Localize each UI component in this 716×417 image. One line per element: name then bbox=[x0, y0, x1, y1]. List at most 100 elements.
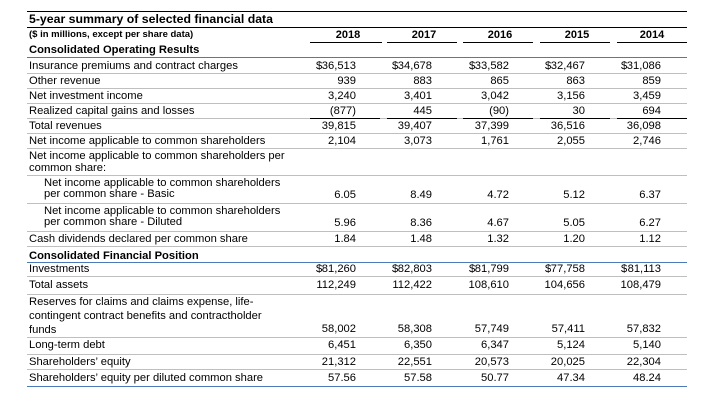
section-heading-position: Consolidated Financial Position bbox=[29, 250, 199, 262]
table-cell: 36,513 bbox=[321, 60, 356, 72]
row-label: common share: bbox=[29, 162, 107, 174]
table-cell: 47.34 bbox=[557, 372, 585, 384]
table-cell: 6,350 bbox=[404, 339, 432, 351]
table-cell: 108,479 bbox=[620, 279, 661, 291]
currency-symbol: $ bbox=[316, 60, 323, 72]
table-cell: 5.05 bbox=[563, 217, 585, 229]
table-cell: 2,055 bbox=[557, 135, 585, 147]
table-cell: 36,098 bbox=[626, 120, 661, 132]
row-label: Long-term debt bbox=[29, 339, 105, 351]
table-cell: 81,799 bbox=[474, 263, 509, 275]
table-cell: 5.96 bbox=[334, 217, 356, 229]
row-label: Insurance premiums and contract charges bbox=[29, 60, 238, 72]
table-cell: 1,761 bbox=[481, 135, 509, 147]
table-cell: 5.12 bbox=[563, 189, 585, 201]
table-cell: 57,411 bbox=[551, 323, 585, 335]
table-cell: 3,042 bbox=[481, 90, 509, 102]
row-label: Net income applicable to common sharehol… bbox=[29, 150, 285, 162]
year-header: 2015 bbox=[564, 29, 590, 41]
table-cell: 8.36 bbox=[410, 217, 432, 229]
table-cell: 20,573 bbox=[474, 356, 509, 368]
table-cell: 57.56 bbox=[328, 372, 356, 384]
row-label: Reserves for claims and claims expense, … bbox=[29, 296, 254, 308]
row-label: funds bbox=[29, 324, 57, 336]
table-cell: 5,140 bbox=[633, 339, 661, 351]
table-cell: 3,073 bbox=[404, 135, 432, 147]
currency-symbol: $ bbox=[316, 263, 323, 275]
currency-symbol: $ bbox=[621, 263, 628, 275]
table-cell: 6.27 bbox=[639, 217, 661, 229]
table-cell: 112,422 bbox=[392, 279, 432, 291]
table-cell: 22,551 bbox=[397, 356, 432, 368]
table-cell: 39,407 bbox=[397, 120, 432, 132]
table-cell: 37,399 bbox=[474, 120, 509, 132]
year-header: 2018 bbox=[335, 29, 361, 41]
table-cell: 32,467 bbox=[550, 60, 585, 72]
year-header: 2017 bbox=[411, 29, 437, 41]
table-cell: 3,459 bbox=[633, 90, 661, 102]
table-cell: 82,803 bbox=[397, 263, 432, 275]
table-cell: 3,240 bbox=[328, 90, 356, 102]
table-cell: 34,678 bbox=[397, 60, 432, 72]
table-cell: 2,746 bbox=[633, 135, 661, 147]
table-cell: 6,347 bbox=[481, 339, 509, 351]
table-cell: 865 bbox=[490, 75, 509, 87]
row-label: Cash dividends declared per common share bbox=[29, 233, 248, 245]
table-cell: 33,582 bbox=[474, 60, 509, 72]
table-cell: (90) bbox=[489, 105, 509, 117]
row-label: Total revenues bbox=[29, 120, 102, 132]
table-cell: 8.49 bbox=[410, 189, 432, 201]
table-cell: 6.37 bbox=[639, 189, 661, 201]
table-cell: 50.77 bbox=[481, 372, 509, 384]
table-cell: 81,113 bbox=[627, 263, 661, 275]
row-label: Realized capital gains and losses bbox=[29, 105, 195, 117]
table-cell: 22,304 bbox=[626, 356, 661, 368]
table-cell: 81,260 bbox=[321, 263, 356, 275]
table-cell: 57.58 bbox=[404, 372, 432, 384]
row-label: contingent contract benefits and contrac… bbox=[29, 310, 262, 322]
row-label: Net income applicable to common sharehol… bbox=[44, 205, 281, 217]
table-cell: 58,002 bbox=[321, 323, 356, 335]
table-cell: 104,656 bbox=[544, 279, 585, 291]
table-cell: 48.24 bbox=[633, 372, 661, 384]
table-cell: 939 bbox=[337, 75, 356, 87]
row-label: Net income applicable to common sharehol… bbox=[29, 135, 266, 147]
table-cell: 1.20 bbox=[563, 233, 585, 245]
table-cell: 4.67 bbox=[487, 217, 509, 229]
row-label: Other revenue bbox=[29, 75, 101, 87]
table-cell: 57,749 bbox=[474, 323, 509, 335]
table-cell: 108,610 bbox=[468, 279, 509, 291]
row-label: per common share - Basic bbox=[44, 188, 175, 200]
table-cell: 4.72 bbox=[487, 189, 509, 201]
table-cell: (877) bbox=[329, 105, 356, 117]
row-label: Investments bbox=[29, 263, 90, 275]
row-label: Net investment income bbox=[29, 90, 143, 102]
row-label: Total assets bbox=[29, 279, 89, 291]
table-cell: 21,312 bbox=[321, 356, 356, 368]
row-label: Net income applicable to common sharehol… bbox=[44, 177, 281, 189]
currency-symbol: $ bbox=[392, 263, 399, 275]
table-title: 5-year summary of selected financial dat… bbox=[27, 11, 687, 28]
table-cell: 445 bbox=[413, 105, 432, 117]
currency-symbol: $ bbox=[621, 60, 628, 72]
table-cell: 1.12 bbox=[639, 233, 661, 245]
year-header: 2016 bbox=[487, 29, 513, 41]
table-cell: 1.48 bbox=[410, 233, 432, 245]
section-heading-operating: Consolidated Operating Results bbox=[29, 44, 200, 56]
row-label: per common share - Diluted bbox=[44, 216, 183, 228]
table-cell: 1.84 bbox=[334, 233, 356, 245]
table-cell: 57,832 bbox=[626, 323, 661, 335]
table-cell: 863 bbox=[566, 75, 585, 87]
table-cell: 31,086 bbox=[626, 60, 661, 72]
table-cell: 2,104 bbox=[328, 135, 356, 147]
table-cell: 30 bbox=[572, 105, 585, 117]
table-cell: 5,124 bbox=[557, 339, 585, 351]
table-cell: 6.05 bbox=[334, 189, 356, 201]
currency-symbol: $ bbox=[392, 60, 399, 72]
currency-symbol: $ bbox=[545, 60, 552, 72]
table-cell: 3,401 bbox=[404, 90, 432, 102]
table-cell: 20,025 bbox=[550, 356, 585, 368]
row-label: Shareholders’ equity bbox=[29, 356, 131, 368]
table-cell: 883 bbox=[413, 75, 432, 87]
currency-symbol: $ bbox=[469, 60, 476, 72]
